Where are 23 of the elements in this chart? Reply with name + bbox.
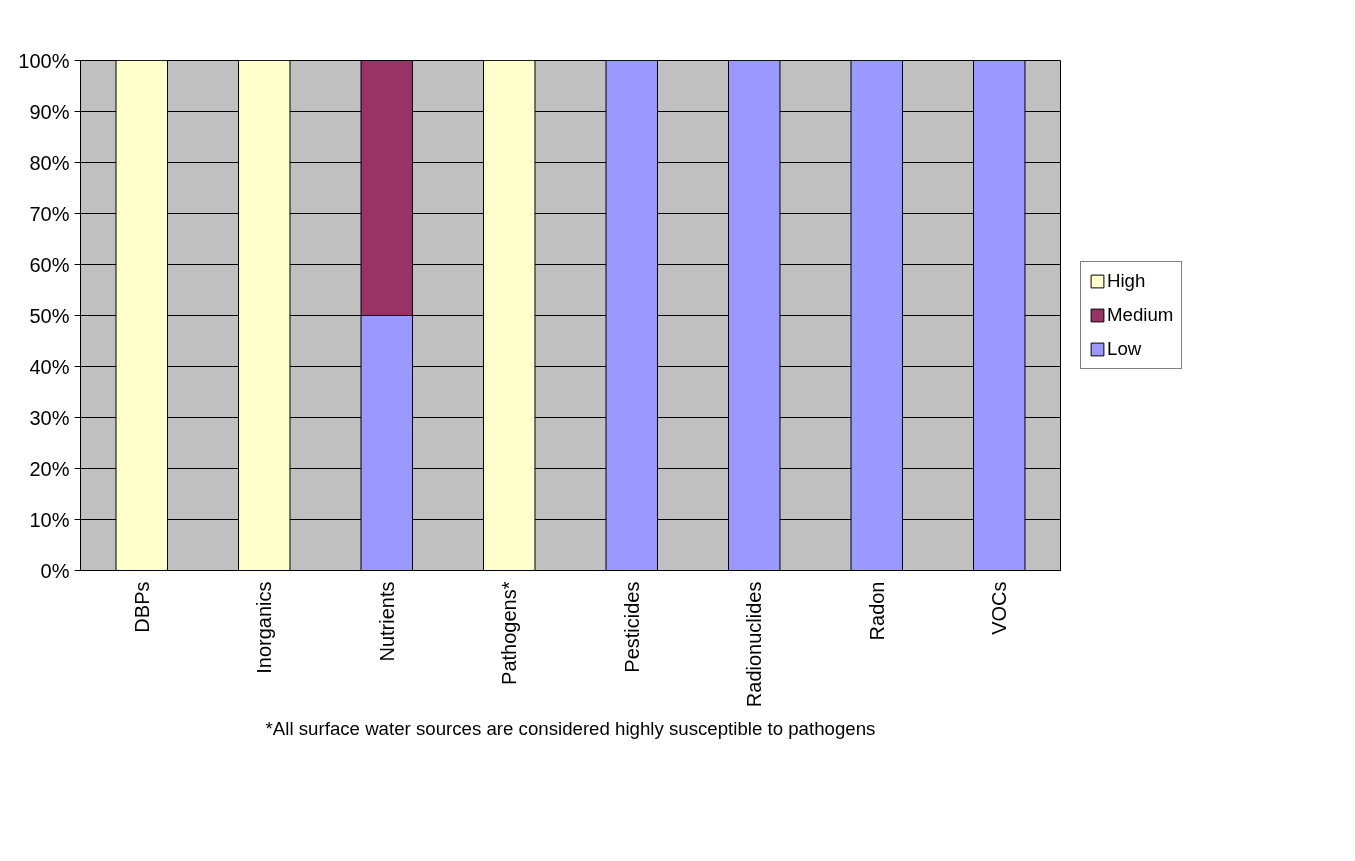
x-tick-label: VOCs — [988, 581, 1011, 635]
legend-label: Medium — [1107, 304, 1174, 326]
y-tick-label: 20% — [29, 457, 70, 480]
x-tick-label: DBPs — [130, 581, 153, 633]
y-tick-label: 100% — [18, 49, 70, 72]
x-tick-label: Pesticides — [620, 581, 643, 673]
legend-label: Low — [1107, 338, 1142, 360]
y-tick-label: 90% — [29, 100, 70, 123]
y-tick-label: 50% — [29, 304, 70, 327]
legend-label: High — [1107, 270, 1146, 292]
y-tick-label: 40% — [29, 355, 70, 378]
x-tick-label: Radon — [865, 581, 888, 641]
text: *All surface water sources are considered highly susceptible to pathogens — [265, 717, 876, 739]
y-tick-label: 60% — [29, 253, 70, 276]
x-tick-label: Nutrients — [375, 581, 398, 662]
x-tick-label: Inorganics — [253, 581, 276, 674]
y-tick-label: 80% — [29, 151, 70, 174]
y-tick-label: 0% — [40, 559, 70, 582]
x-tick-label: Pathogens* — [498, 581, 521, 685]
x-tick-label: Radionuclides — [743, 581, 766, 708]
y-tick-label: 30% — [29, 406, 70, 429]
y-tick-label: 10% — [29, 508, 70, 531]
y-tick-label: 70% — [29, 202, 70, 225]
